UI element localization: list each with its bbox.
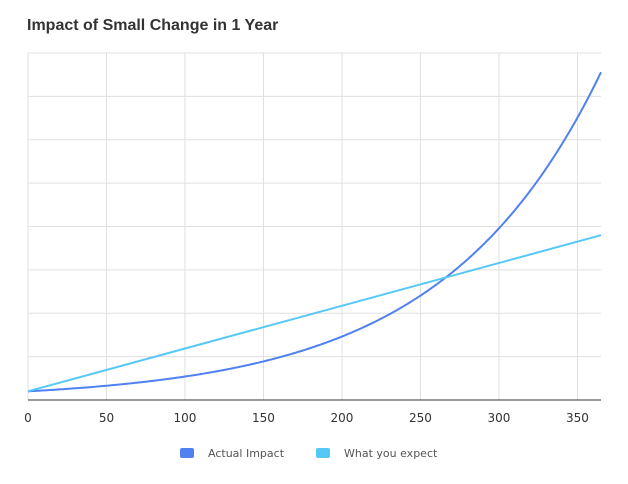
legend-swatch [180,448,194,458]
series-line-actual-impact [27,71,602,393]
x-tick-label: 200 [331,411,354,425]
x-tick-label: 100 [174,411,197,425]
chart-title: Impact of Small Change in 1 Year [27,17,279,34]
x-tick-label: 350 [566,411,589,425]
x-tick-label: 0 [24,411,32,425]
legend-label: Actual Impact [208,447,285,460]
legend-label: What you expect [344,447,438,460]
x-tick-label: 50 [99,411,114,425]
series-line-what-you-expect [27,234,602,393]
legend-swatch [316,448,330,458]
x-tick-label: 150 [252,411,275,425]
x-tick-label: 300 [488,411,511,425]
x-tick-label: 250 [409,411,432,425]
